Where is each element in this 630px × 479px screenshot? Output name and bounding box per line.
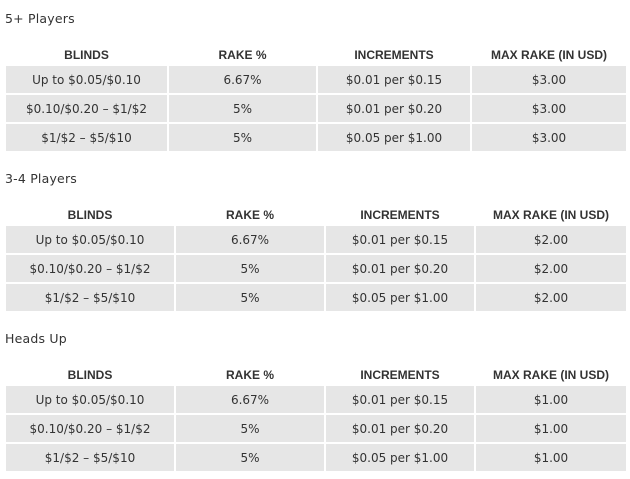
- cell-rake-percent: 5%: [169, 124, 316, 151]
- cell-max-rake: $2.00: [476, 255, 626, 282]
- cell-rake-percent: 5%: [176, 415, 324, 442]
- cell-rake-percent: 6.67%: [169, 66, 316, 93]
- header-increments: INCREMENTS: [318, 45, 470, 64]
- header-increments: INCREMENTS: [326, 365, 474, 384]
- cell-increments: $0.01 per $0.20: [326, 255, 474, 282]
- header-rake-percent: RAKE %: [176, 205, 324, 224]
- cell-increments: $0.01 per $0.20: [318, 95, 470, 122]
- header-blinds: BLINDS: [6, 205, 174, 224]
- cell-max-rake: $1.00: [476, 386, 626, 413]
- header-max-rake: MAX RAKE (IN USD): [476, 205, 626, 224]
- cell-max-rake: $1.00: [476, 415, 626, 442]
- cell-rake-percent: 5%: [169, 95, 316, 122]
- cell-increments: $0.05 per $1.00: [326, 284, 474, 311]
- table-row: Up to $0.05/$0.10 6.67% $0.01 per $0.15 …: [6, 226, 626, 253]
- header-blinds: BLINDS: [6, 365, 174, 384]
- cell-increments: $0.05 per $1.00: [318, 124, 470, 151]
- cell-blinds: $1/$2 – $5/$10: [6, 124, 167, 151]
- cell-blinds: $0.10/$0.20 – $1/$2: [6, 415, 174, 442]
- table-row: Up to $0.05/$0.10 6.67% $0.01 per $0.15 …: [6, 66, 626, 93]
- cell-max-rake: $3.00: [472, 95, 626, 122]
- cell-rake-percent: 5%: [176, 255, 324, 282]
- cell-rake-percent: 6.67%: [176, 386, 324, 413]
- cell-blinds: Up to $0.05/$0.10: [6, 386, 174, 413]
- cell-blinds: Up to $0.05/$0.10: [6, 226, 174, 253]
- cell-blinds: $1/$2 – $5/$10: [6, 444, 174, 471]
- table-row: $1/$2 – $5/$10 5% $0.05 per $1.00 $1.00: [6, 444, 626, 471]
- section-title-5-plus-players: 5+ Players: [5, 11, 75, 26]
- header-max-rake: MAX RAKE (IN USD): [476, 365, 626, 384]
- cell-rake-percent: 5%: [176, 444, 324, 471]
- table-header-row: BLINDS RAKE % INCREMENTS MAX RAKE (IN US…: [6, 365, 626, 384]
- cell-increments: $0.01 per $0.15: [318, 66, 470, 93]
- cell-max-rake: $3.00: [472, 66, 626, 93]
- cell-increments: $0.01 per $0.20: [326, 415, 474, 442]
- cell-rake-percent: 6.67%: [176, 226, 324, 253]
- header-blinds: BLINDS: [6, 45, 167, 64]
- table-header-row: BLINDS RAKE % INCREMENTS MAX RAKE (IN US…: [6, 205, 626, 224]
- table-row: $0.10/$0.20 – $1/$2 5% $0.01 per $0.20 $…: [6, 415, 626, 442]
- section-title-3-4-players: 3-4 Players: [5, 171, 77, 186]
- cell-blinds: $1/$2 – $5/$10: [6, 284, 174, 311]
- table-row: $0.10/$0.20 – $1/$2 5% $0.01 per $0.20 $…: [6, 95, 626, 122]
- header-max-rake: MAX RAKE (IN USD): [472, 45, 626, 64]
- table-row: $1/$2 – $5/$10 5% $0.05 per $1.00 $3.00: [6, 124, 626, 151]
- header-increments: INCREMENTS: [326, 205, 474, 224]
- table-row: $0.10/$0.20 – $1/$2 5% $0.01 per $0.20 $…: [6, 255, 626, 282]
- cell-max-rake: $2.00: [476, 226, 626, 253]
- cell-max-rake: $2.00: [476, 284, 626, 311]
- rake-table-3-4-players: BLINDS RAKE % INCREMENTS MAX RAKE (IN US…: [4, 203, 628, 313]
- table-row: $1/$2 – $5/$10 5% $0.05 per $1.00 $2.00: [6, 284, 626, 311]
- cell-blinds: Up to $0.05/$0.10: [6, 66, 167, 93]
- table-row: Up to $0.05/$0.10 6.67% $0.01 per $0.15 …: [6, 386, 626, 413]
- rake-table-heads-up: BLINDS RAKE % INCREMENTS MAX RAKE (IN US…: [4, 363, 628, 473]
- header-rake-percent: RAKE %: [176, 365, 324, 384]
- cell-increments: $0.01 per $0.15: [326, 226, 474, 253]
- section-title-heads-up: Heads Up: [5, 331, 67, 346]
- rake-table-5-plus-players: BLINDS RAKE % INCREMENTS MAX RAKE (IN US…: [4, 43, 628, 153]
- cell-blinds: $0.10/$0.20 – $1/$2: [6, 255, 174, 282]
- cell-max-rake: $1.00: [476, 444, 626, 471]
- cell-blinds: $0.10/$0.20 – $1/$2: [6, 95, 167, 122]
- table-header-row: BLINDS RAKE % INCREMENTS MAX RAKE (IN US…: [6, 45, 626, 64]
- cell-rake-percent: 5%: [176, 284, 324, 311]
- cell-increments: $0.05 per $1.00: [326, 444, 474, 471]
- cell-increments: $0.01 per $0.15: [326, 386, 474, 413]
- header-rake-percent: RAKE %: [169, 45, 316, 64]
- cell-max-rake: $3.00: [472, 124, 626, 151]
